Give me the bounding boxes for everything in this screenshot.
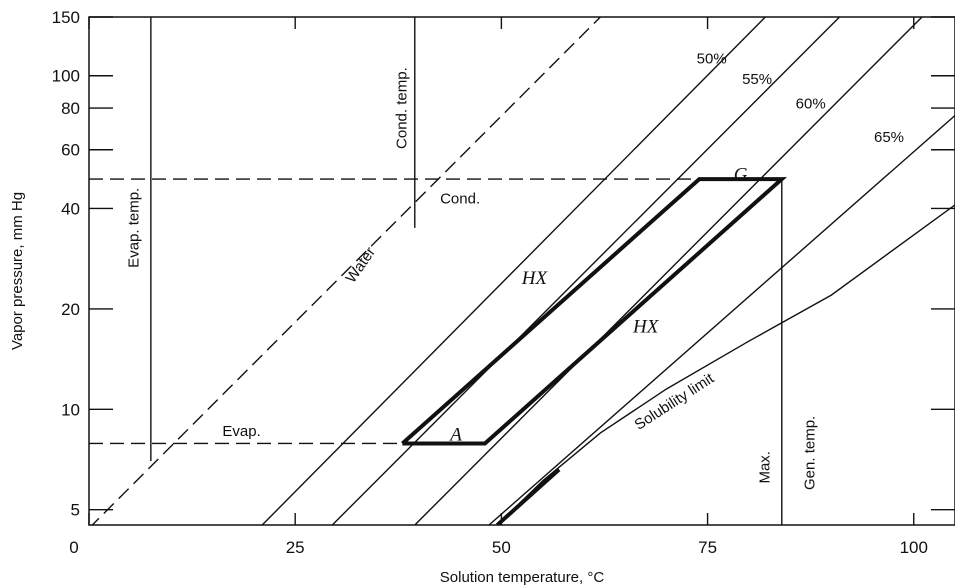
y-axis-label: Vapor pressure, mm Hg (9, 192, 26, 350)
y-tick-label: 10 (61, 400, 80, 419)
plot-frame (88, 16, 955, 526)
y-tick-label: 20 (61, 300, 80, 319)
annotation-solubility: Solubility limit (632, 370, 718, 434)
x-tick-label: 0 (69, 538, 78, 557)
annotation-gen_temp: Gen. temp. (802, 416, 819, 490)
series-water (91, 17, 601, 525)
annotation-p50: 50% (697, 50, 727, 67)
x-tick-label: 25 (286, 538, 305, 557)
annotation-evap_temp: Evap. temp. (125, 188, 142, 268)
y-tick-label: 80 (61, 99, 80, 118)
x-tick-label: 75 (698, 538, 717, 557)
series-50 (261, 17, 766, 525)
y-tick-label: 60 (61, 141, 80, 160)
annotation-hx1: HX (521, 268, 549, 289)
tick-labels: 0 25 50 75 100 5 10 20 40 60 80 100 150 (52, 8, 928, 557)
annotation-G: G (734, 165, 748, 186)
annotation-p60: 60% (796, 95, 826, 112)
annotation-hx2: HX (632, 317, 660, 338)
series-lines (91, 17, 955, 525)
tick-marks (88, 16, 955, 525)
annotation-max: Max. (756, 451, 773, 484)
series-60 (414, 17, 923, 525)
annotation-cond_temp: Cond. temp. (393, 67, 410, 149)
annotation-water: Water (342, 244, 379, 286)
series-solubility-limit (496, 204, 955, 525)
reference-lines (89, 17, 783, 525)
series-lower-bold-segment (495, 468, 561, 525)
annotation-p65: 65% (874, 129, 904, 146)
y-tick-label: 100 (52, 67, 80, 86)
series-65 (488, 114, 955, 525)
annotation-A: A (448, 425, 462, 446)
annotation-evap: Evap. (222, 423, 260, 440)
annotation-p55: 55% (742, 71, 772, 88)
y-tick-label: 150 (52, 8, 80, 27)
y-tick-label: 5 (71, 501, 80, 520)
x-tick-label: 50 (492, 538, 511, 557)
x-axis-label: Solution temperature, °C (440, 569, 605, 585)
series-solution-cycle (401, 177, 788, 446)
annotation-cond: Cond. (440, 191, 480, 208)
x-tick-label: 100 (900, 538, 928, 557)
y-tick-label: 40 (61, 199, 80, 218)
series-55 (331, 17, 840, 525)
